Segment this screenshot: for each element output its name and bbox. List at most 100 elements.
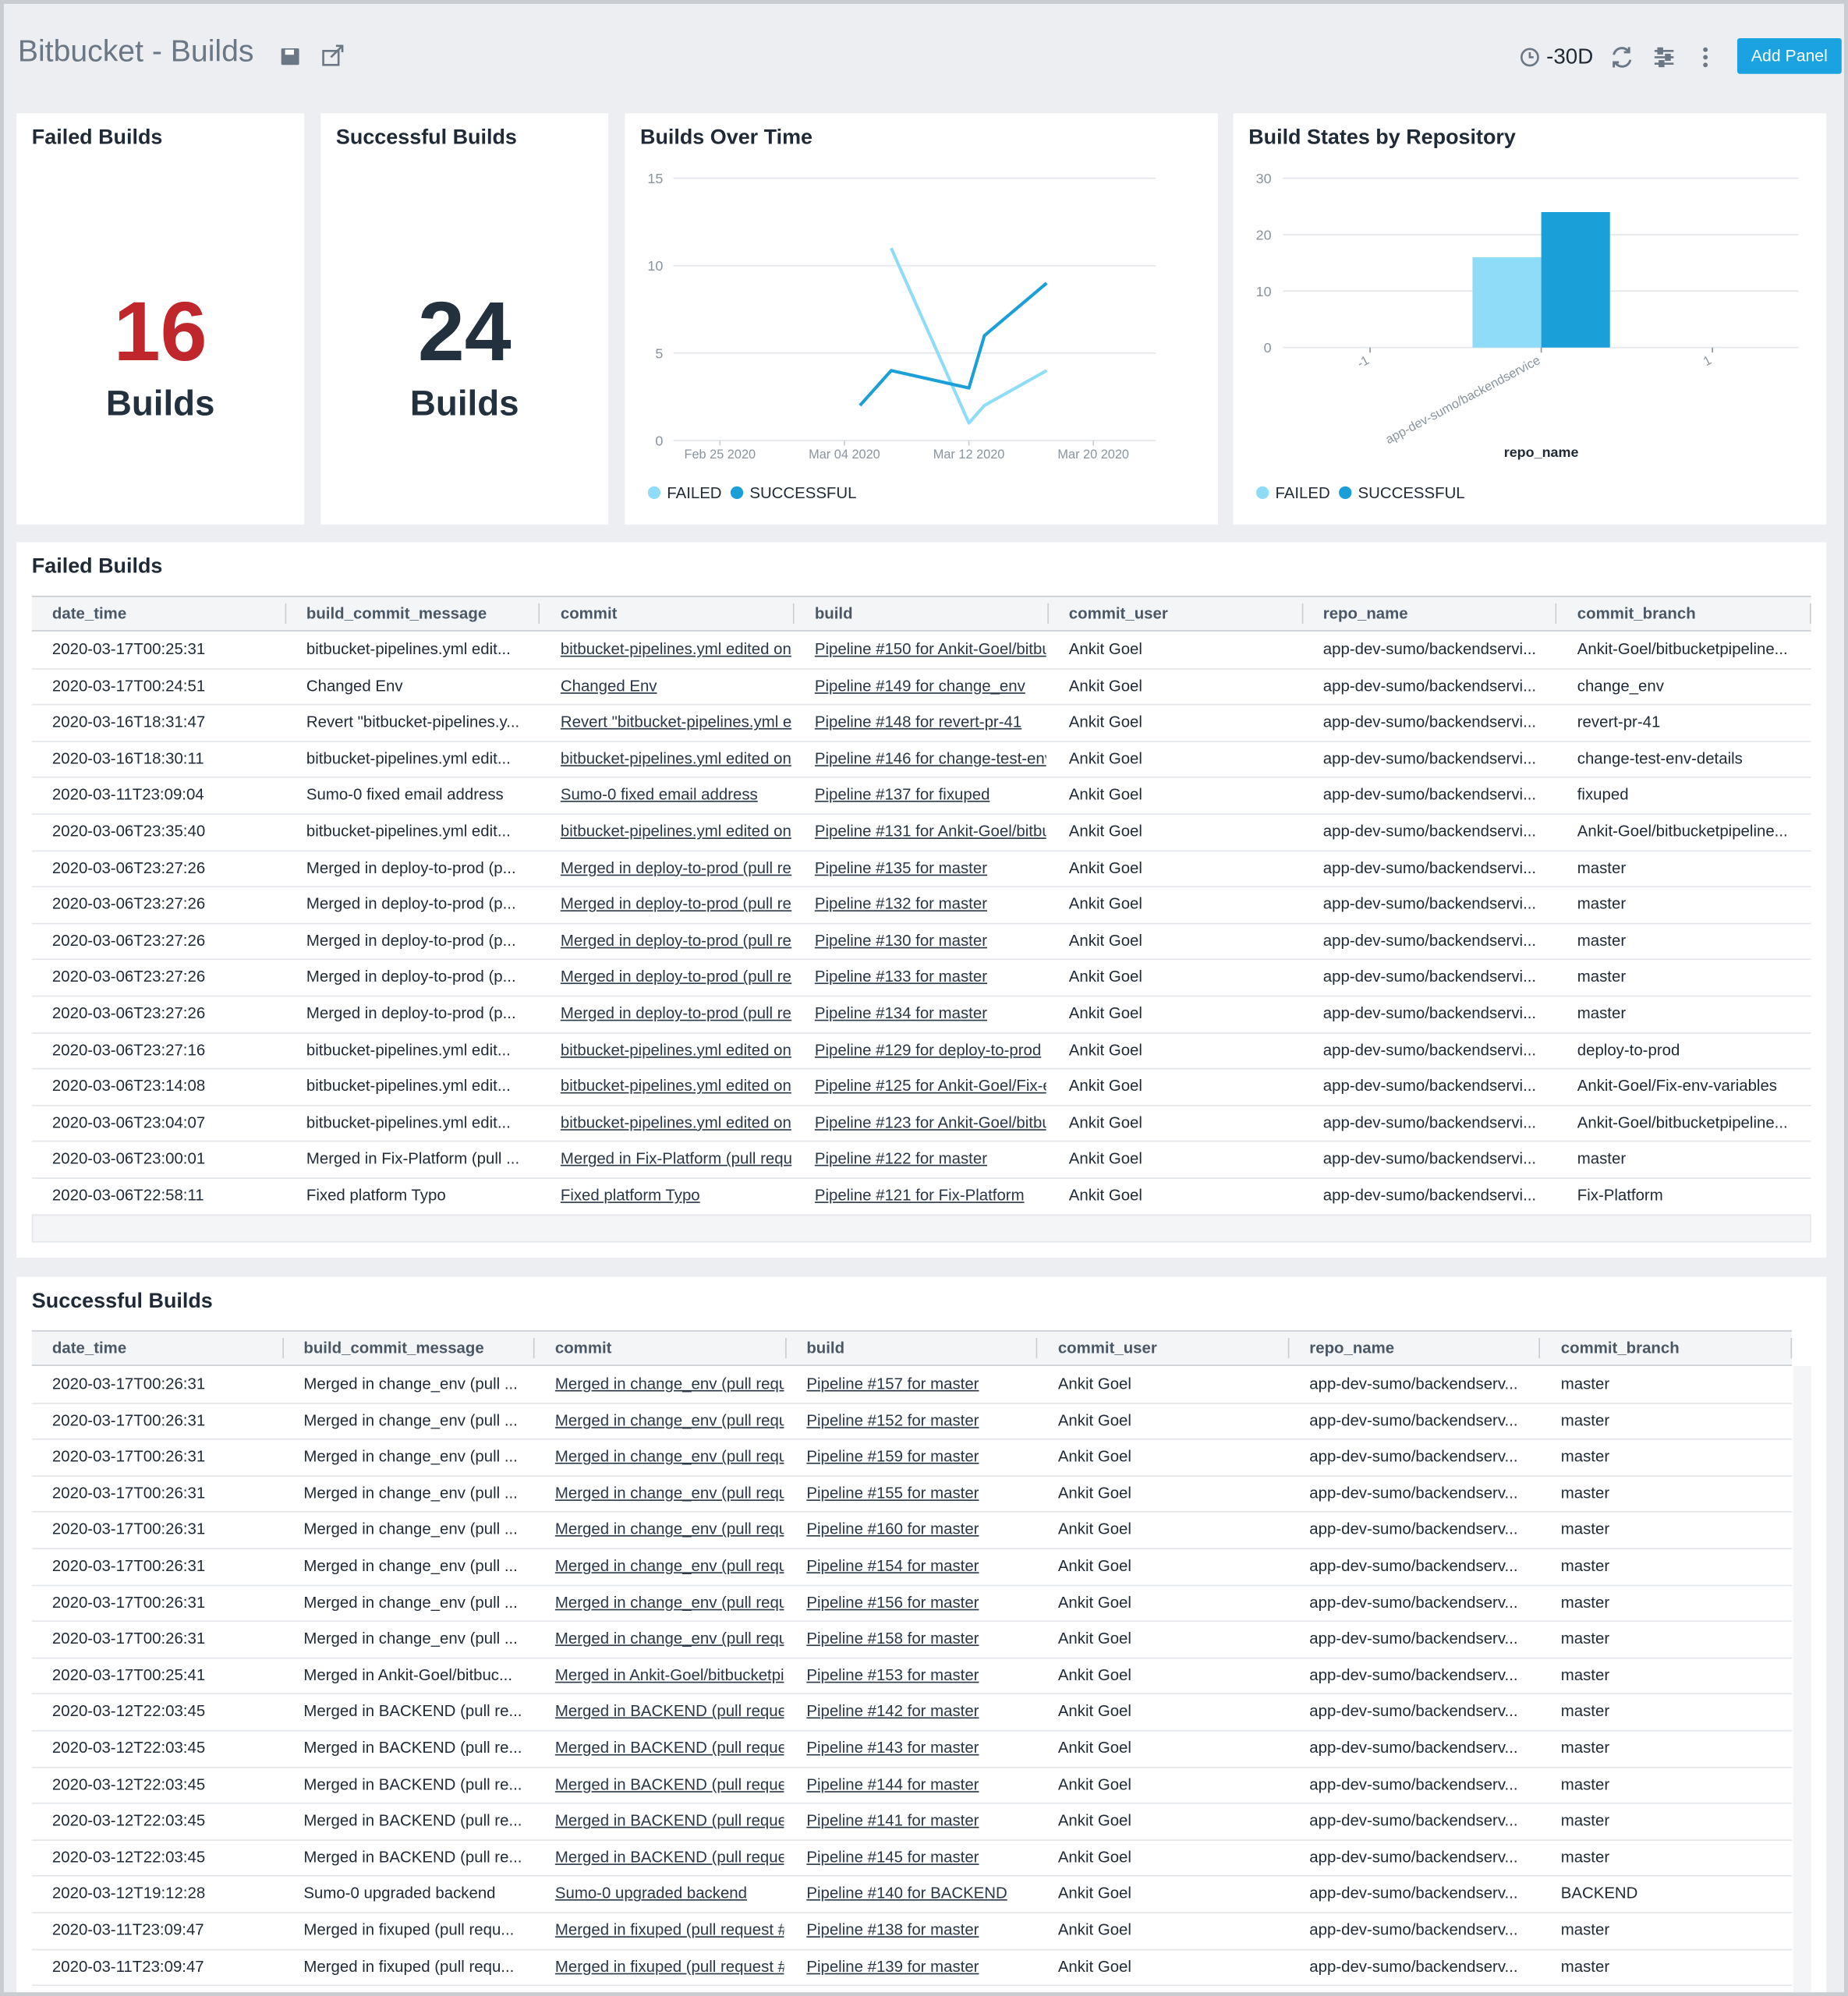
- table-link[interactable]: Sumo-0 fixed email address: [560, 786, 758, 804]
- column-header[interactable]: date_time: [32, 1337, 284, 1359]
- table-link[interactable]: Merged in deploy-to-prod (pull rec: [560, 895, 792, 913]
- table-link[interactable]: Pipeline #155 for master: [806, 1484, 979, 1502]
- table-link[interactable]: Pipeline #121 for Fix-Platform: [814, 1186, 1025, 1205]
- add-panel-button[interactable]: Add Panel: [1736, 37, 1842, 74]
- table-link[interactable]: Pipeline #159 for master: [806, 1447, 979, 1466]
- table-link[interactable]: Sumo-0 upgraded backend: [554, 1885, 748, 1902]
- column-header[interactable]: commit: [540, 603, 795, 625]
- table-link[interactable]: Merged in Ankit-Goel/bitbucketpi: [554, 1665, 784, 1684]
- row-divider: [31, 1548, 1793, 1549]
- table-link[interactable]: Pipeline #141 for master: [806, 1811, 979, 1830]
- table-link[interactable]: Pipeline #131 for Ankit-Goel/bitbu: [814, 822, 1046, 841]
- refresh-icon[interactable]: [1613, 47, 1632, 68]
- table-link[interactable]: Merged in fixuped (pull request #: [554, 1957, 784, 1976]
- table-link[interactable]: Pipeline #156 for master: [806, 1593, 979, 1612]
- table-cell: Ankit Goel: [1068, 1004, 1142, 1023]
- table-link[interactable]: bitbucket-pipelines.yml edited on: [560, 1077, 791, 1095]
- table-link[interactable]: Pipeline #133 for master: [814, 968, 988, 986]
- column-header[interactable]: repo_name: [1289, 1337, 1541, 1359]
- table-link[interactable]: Pipeline #152 for master: [806, 1411, 979, 1429]
- table-link[interactable]: Pipeline #140 for BACKEND: [806, 1885, 1007, 1902]
- table-link[interactable]: bitbucket-pipelines.yml edited on: [560, 822, 791, 841]
- table-link[interactable]: Fixed platform Typo: [560, 1186, 700, 1205]
- table-link[interactable]: Merged in change_env (pull requ: [554, 1630, 784, 1648]
- table-link[interactable]: Merged in BACKEND (pull reques: [554, 1848, 784, 1867]
- table-link[interactable]: Merged in fixuped (pull request #: [554, 1920, 784, 1939]
- clock-icon[interactable]: [1520, 48, 1539, 67]
- table-link[interactable]: Merged in BACKEND (pull reques: [554, 1775, 784, 1793]
- table-link[interactable]: bitbucket-pipelines.yml edited on: [560, 1040, 791, 1059]
- table-link[interactable]: Merged in change_env (pull requ: [554, 1484, 784, 1502]
- scrollbar[interactable]: [31, 1214, 1811, 1243]
- table-link[interactable]: Pipeline #142 for master: [806, 1702, 979, 1721]
- settings-icon[interactable]: [1654, 47, 1674, 68]
- save-icon[interactable]: [281, 48, 299, 65]
- table-link[interactable]: Revert "bitbucket-pipelines.yml e: [560, 713, 792, 731]
- table-link[interactable]: Merged in deploy-to-prod (pull rec: [560, 858, 792, 877]
- table-link[interactable]: Pipeline #134 for master: [814, 1004, 988, 1023]
- table-link[interactable]: Merged in change_env (pull requ: [554, 1520, 784, 1538]
- table-cell: master: [1560, 1811, 1610, 1830]
- table-link[interactable]: bitbucket-pipelines.yml edited on: [560, 1113, 791, 1132]
- column-header[interactable]: repo_name: [1303, 603, 1557, 625]
- column-header[interactable]: build: [786, 1337, 1038, 1359]
- more-icon[interactable]: [1703, 47, 1708, 68]
- table-link[interactable]: Merged in BACKEND (pull reques: [554, 1739, 784, 1757]
- panel-title: Successful Builds: [335, 126, 517, 150]
- column-header[interactable]: commit: [535, 1337, 787, 1359]
- table-link[interactable]: Merged in change_env (pull requ: [554, 1411, 784, 1429]
- table-link[interactable]: Merged in change_env (pull requ: [554, 1556, 784, 1575]
- table-link[interactable]: Pipeline #132 for master: [814, 895, 988, 913]
- table-link[interactable]: Merged in change_env (pull requ: [554, 1593, 784, 1612]
- column-header[interactable]: commit_branch: [1557, 603, 1811, 625]
- table-link[interactable]: Pipeline #157 for master: [806, 1375, 979, 1393]
- table-link[interactable]: Pipeline #130 for master: [814, 931, 988, 950]
- table-link[interactable]: Pipeline #137 for fixuped: [814, 786, 990, 804]
- scrollbar[interactable]: [1793, 1365, 1811, 1993]
- table-link[interactable]: Pipeline #144 for master: [806, 1775, 979, 1793]
- table-link[interactable]: Merged in deploy-to-prod (pull rec: [560, 931, 792, 950]
- table-link[interactable]: Changed Env: [560, 676, 657, 695]
- table-link[interactable]: Pipeline #154 for master: [806, 1556, 979, 1575]
- table-link[interactable]: Merged in Fix-Platform (pull requ: [560, 1149, 792, 1168]
- table-cell: 2020-03-06T23:27:16: [51, 1040, 206, 1059]
- column-header[interactable]: build_commit_message: [286, 603, 540, 625]
- table-link[interactable]: Pipeline #149 for change_env: [814, 676, 1025, 695]
- table-link[interactable]: Merged in BACKEND (pull reques: [554, 1811, 784, 1830]
- table-link[interactable]: Pipeline #153 for master: [806, 1665, 979, 1684]
- table-link[interactable]: Merged in change_env (pull requ: [554, 1375, 784, 1393]
- table-link[interactable]: Pipeline #160 for master: [806, 1520, 979, 1538]
- column-header[interactable]: commit_user: [1038, 1337, 1290, 1359]
- share-icon[interactable]: [322, 44, 344, 66]
- table-cell: master: [1560, 1484, 1610, 1502]
- table-link[interactable]: bitbucket-pipelines.yml edited on: [560, 640, 791, 659]
- table-link[interactable]: Pipeline #123 for Ankit-Goel/bitbu: [814, 1113, 1046, 1132]
- table-link[interactable]: Pipeline #148 for revert-pr-41: [814, 713, 1022, 731]
- table-link[interactable]: Merged in deploy-to-prod (pull rec: [560, 1004, 792, 1023]
- column-header[interactable]: date_time: [32, 603, 286, 625]
- time-range[interactable]: -30D: [1546, 44, 1594, 69]
- table-link[interactable]: Pipeline #143 for master: [806, 1739, 979, 1757]
- table-cell: 2020-03-06T23:27:26: [51, 895, 206, 913]
- table-link[interactable]: Pipeline #150 for Ankit-Goel/bitbu: [814, 640, 1046, 659]
- column-header[interactable]: build_commit_message: [283, 1337, 535, 1359]
- table-link[interactable]: Pipeline #138 for master: [806, 1920, 979, 1939]
- table-link[interactable]: Merged in change_env (pull requ: [554, 1447, 784, 1466]
- table-link[interactable]: bitbucket-pipelines.yml edited on: [560, 749, 791, 768]
- table-link[interactable]: Pipeline #125 for Ankit-Goel/Fix-e: [814, 1077, 1046, 1095]
- table-link[interactable]: Pipeline #146 for change-test-env: [814, 749, 1046, 768]
- table-cell: bitbucket-pipelines.yml edit...: [306, 640, 511, 659]
- table-cell: Ankit Goel: [1057, 1739, 1131, 1757]
- column-header[interactable]: commit_branch: [1541, 1337, 1793, 1359]
- column-header[interactable]: build: [795, 603, 1049, 625]
- column-header[interactable]: commit_user: [1049, 603, 1303, 625]
- table-link[interactable]: Merged in deploy-to-prod (pull rec: [560, 968, 792, 986]
- table-link[interactable]: Pipeline #145 for master: [806, 1848, 979, 1867]
- table-cell: app-dev-sumo/backendservi...: [1322, 640, 1537, 659]
- table-link[interactable]: Pipeline #129 for deploy-to-prod: [814, 1040, 1042, 1059]
- table-link[interactable]: Merged in BACKEND (pull reques: [554, 1702, 784, 1721]
- table-link[interactable]: Pipeline #135 for master: [814, 858, 988, 877]
- table-link[interactable]: Pipeline #139 for master: [806, 1957, 979, 1976]
- table-link[interactable]: Pipeline #122 for master: [814, 1149, 988, 1168]
- table-link[interactable]: Pipeline #158 for master: [806, 1630, 979, 1648]
